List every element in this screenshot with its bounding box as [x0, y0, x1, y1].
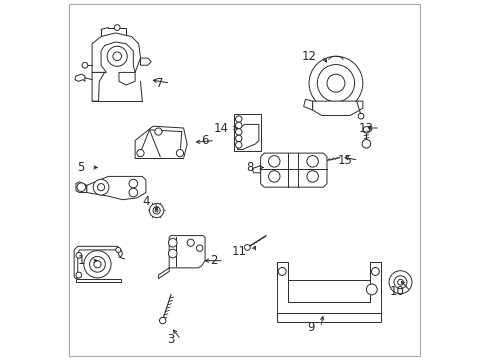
Text: 2: 2	[210, 254, 217, 267]
Text: 9: 9	[306, 320, 314, 333]
Text: 4: 4	[142, 195, 149, 208]
Circle shape	[129, 179, 137, 188]
Polygon shape	[86, 176, 145, 200]
Circle shape	[317, 64, 354, 102]
Text: 14: 14	[213, 122, 228, 135]
Circle shape	[93, 179, 109, 195]
Circle shape	[83, 251, 111, 278]
Circle shape	[187, 239, 194, 246]
Text: 6: 6	[201, 134, 208, 147]
Polygon shape	[76, 279, 121, 282]
Polygon shape	[75, 74, 85, 81]
Circle shape	[82, 62, 88, 68]
Circle shape	[244, 244, 250, 250]
Circle shape	[326, 74, 344, 92]
Text: 8: 8	[245, 161, 253, 174]
Circle shape	[76, 252, 81, 258]
Text: 1: 1	[77, 254, 85, 267]
Polygon shape	[135, 126, 187, 158]
Circle shape	[129, 188, 137, 197]
Circle shape	[149, 203, 163, 218]
Circle shape	[77, 183, 85, 192]
Circle shape	[196, 245, 203, 251]
Circle shape	[362, 139, 370, 148]
Circle shape	[176, 149, 183, 157]
Circle shape	[153, 207, 160, 214]
Circle shape	[155, 128, 162, 135]
Polygon shape	[158, 268, 169, 279]
Circle shape	[168, 249, 177, 258]
Circle shape	[268, 156, 280, 167]
Circle shape	[159, 318, 165, 324]
Polygon shape	[276, 262, 380, 313]
Circle shape	[366, 284, 376, 295]
Circle shape	[306, 156, 318, 167]
Polygon shape	[76, 182, 86, 193]
Circle shape	[107, 46, 127, 66]
Circle shape	[235, 116, 242, 122]
Text: 7: 7	[156, 77, 163, 90]
Circle shape	[155, 209, 158, 212]
Text: 11: 11	[231, 245, 246, 258]
Text: 3: 3	[167, 333, 174, 346]
Text: 15: 15	[337, 154, 351, 167]
Circle shape	[300, 162, 305, 168]
Circle shape	[308, 56, 362, 110]
Circle shape	[76, 272, 81, 278]
Polygon shape	[140, 58, 151, 65]
Circle shape	[235, 141, 242, 148]
Polygon shape	[252, 166, 260, 173]
Circle shape	[94, 261, 101, 268]
Polygon shape	[260, 153, 326, 187]
Bar	[234, 114, 261, 151]
Circle shape	[235, 135, 242, 141]
Circle shape	[116, 247, 121, 252]
Text: 12: 12	[301, 50, 316, 63]
Circle shape	[114, 25, 120, 31]
Circle shape	[306, 171, 318, 182]
Circle shape	[397, 279, 403, 285]
Circle shape	[137, 149, 144, 157]
Polygon shape	[74, 246, 122, 279]
Polygon shape	[303, 99, 312, 110]
Circle shape	[268, 171, 280, 182]
Circle shape	[168, 238, 177, 247]
Circle shape	[113, 52, 121, 60]
Circle shape	[393, 276, 406, 289]
Text: 10: 10	[388, 285, 403, 298]
Polygon shape	[312, 101, 362, 116]
Circle shape	[89, 256, 105, 272]
Polygon shape	[119, 72, 135, 85]
Circle shape	[235, 129, 242, 135]
Polygon shape	[169, 235, 204, 268]
Polygon shape	[237, 125, 258, 149]
Polygon shape	[92, 72, 104, 101]
Circle shape	[235, 122, 242, 129]
Polygon shape	[92, 33, 140, 72]
Circle shape	[357, 113, 363, 119]
Circle shape	[371, 267, 379, 275]
Circle shape	[388, 271, 411, 294]
Text: 5: 5	[78, 161, 85, 174]
Circle shape	[363, 127, 369, 133]
Circle shape	[97, 184, 104, 191]
Circle shape	[278, 267, 285, 275]
Text: 13: 13	[358, 122, 373, 135]
Polygon shape	[276, 313, 380, 321]
